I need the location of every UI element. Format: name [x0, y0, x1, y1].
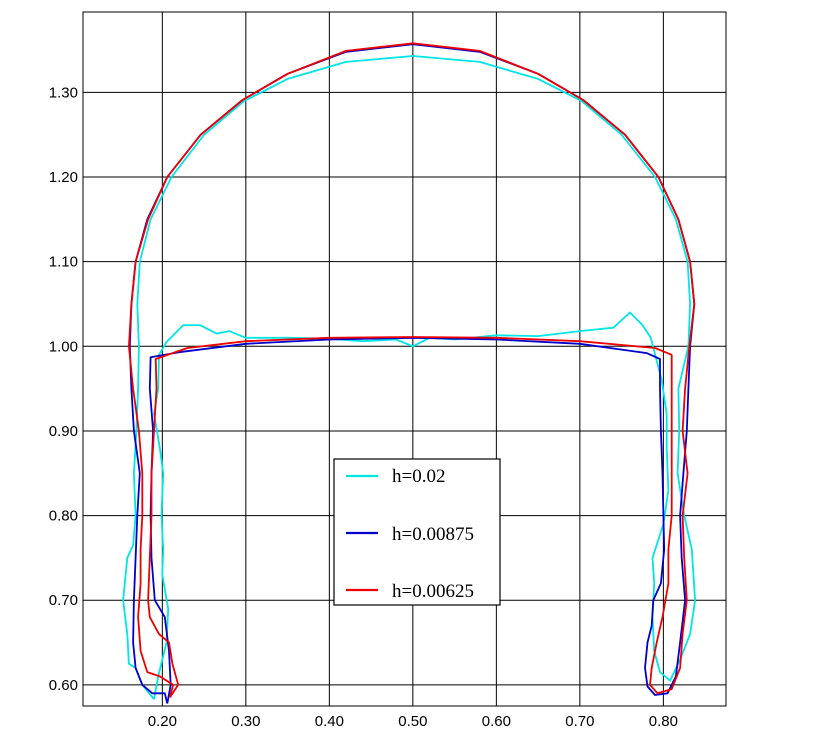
y-tick-label: 1.00: [49, 338, 78, 355]
legend-label-h002: h=0.02: [392, 466, 445, 487]
x-tick-label: 0.70: [565, 713, 594, 730]
y-tick-label: 1.10: [49, 254, 78, 271]
y-tick-label: 0.90: [49, 423, 78, 440]
x-tick-label: 0.40: [315, 713, 344, 730]
y-tick-label: 0.60: [49, 677, 78, 694]
series-lines: [122, 42, 696, 704]
legend-label-h000625: h=0.00625: [392, 581, 474, 602]
legend-label-h000875: h=0.00875: [392, 524, 474, 545]
series-line-1: [122, 55, 696, 700]
tick-labels: 0.20 0.30 0.40 0.50 0.60 0.70 0.80 0.60 0.70 0.80…: [49, 84, 678, 730]
y-tick-label: 0.70: [49, 592, 78, 609]
grid-lines: [83, 12, 726, 706]
plot-frame: [82, 11, 727, 707]
legend: h=0.02 h=0.00875 h=0.00625: [333, 458, 501, 606]
y-tick-label: 0.80: [49, 508, 78, 525]
x-tick-label: 0.20: [148, 713, 177, 730]
y-tick-label: 1.30: [49, 84, 78, 101]
x-tick-label: 0.30: [231, 713, 260, 730]
x-tick-label: 0.50: [398, 713, 427, 730]
x-tick-label: 0.80: [649, 713, 678, 730]
x-tick-label: 0.60: [482, 713, 511, 730]
series-line-3: [127, 42, 696, 698]
y-tick-label: 1.20: [49, 169, 78, 186]
